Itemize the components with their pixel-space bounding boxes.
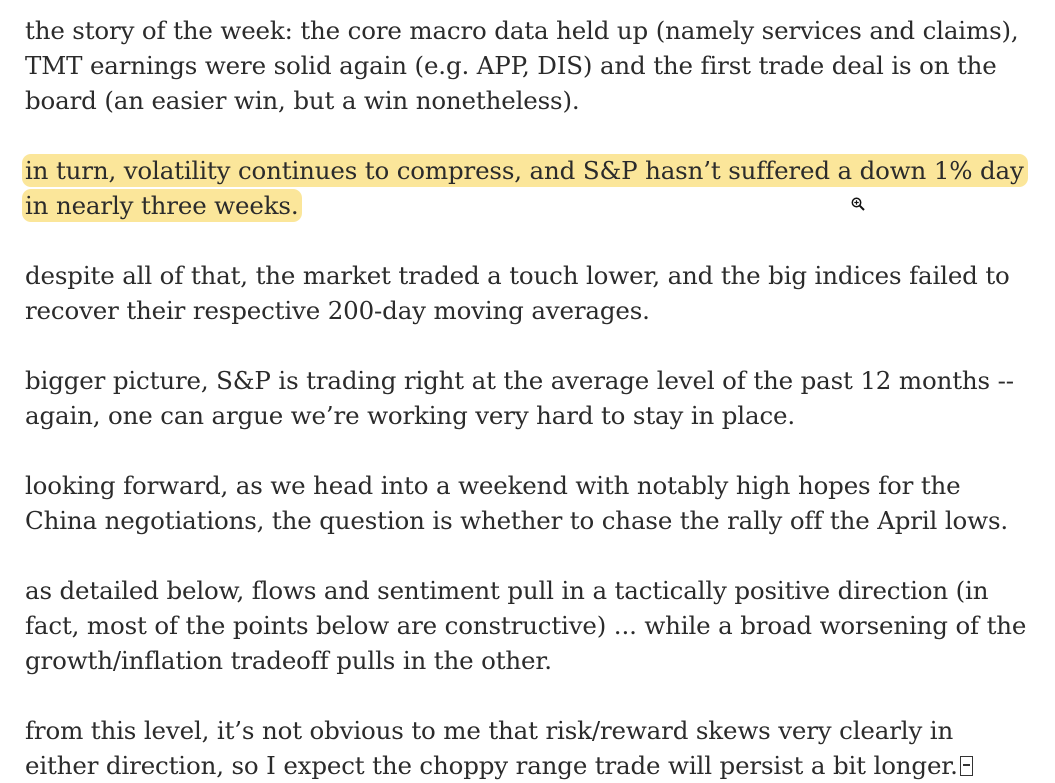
text-line-highlighted: in nearly three weeks.	[22, 188, 1050, 223]
text-line: again, one can argue we’re working very …	[25, 401, 796, 430]
missing-glyph-icon	[959, 756, 973, 776]
text-line: bigger picture, S&P is trading right at …	[25, 366, 1014, 395]
text-line: either direction, so I expect the choppy…	[25, 748, 1050, 783]
paragraph-highlighted-volatility: in turn, volatility continues to compres…	[22, 153, 1050, 223]
zoom-in-magnifier-icon	[851, 197, 865, 211]
text-line: looking forward, as we head into a weeke…	[25, 471, 961, 500]
text-line: TMT earnings were solid again (e.g. APP,…	[25, 51, 997, 80]
text-line: despite all of that, the market traded a…	[25, 261, 1010, 290]
highlight-mark[interactable]: in turn, volatility continues to compres…	[22, 154, 1028, 187]
text-line-content: either direction, so I expect the choppy…	[25, 751, 958, 780]
text-line: board (an easier win, but a win nonethel…	[25, 86, 580, 115]
paragraph-looking-forward: looking forward, as we head into a weeke…	[25, 468, 1050, 538]
text-line: recover their respective 200-day moving …	[25, 296, 650, 325]
text-line: as detailed below, flows and sentiment p…	[25, 576, 989, 605]
paragraph-bigger-picture: bigger picture, S&P is trading right at …	[25, 363, 1050, 433]
text-line: growth/inflation tradeoff pulls in the o…	[25, 646, 552, 675]
text-line: fact, most of the points below are const…	[25, 611, 1027, 640]
text-line-highlighted: in turn, volatility continues to compres…	[22, 153, 1050, 188]
text-line: China negotiations, the question is whet…	[25, 506, 1009, 535]
paragraph-risk-reward: from this level, it’s not obvious to me …	[25, 713, 1050, 783]
text-line: from this level, it’s not obvious to me …	[25, 716, 954, 745]
paragraph-market-traded-lower: despite all of that, the market traded a…	[25, 258, 1050, 328]
highlight-mark[interactable]: in nearly three weeks.	[22, 189, 303, 222]
paragraph-story-of-week: the story of the week: the core macro da…	[25, 13, 1050, 118]
text-line: the story of the week: the core macro da…	[25, 16, 1019, 45]
paragraph-flows-and-sentiment: as detailed below, flows and sentiment p…	[25, 573, 1050, 678]
